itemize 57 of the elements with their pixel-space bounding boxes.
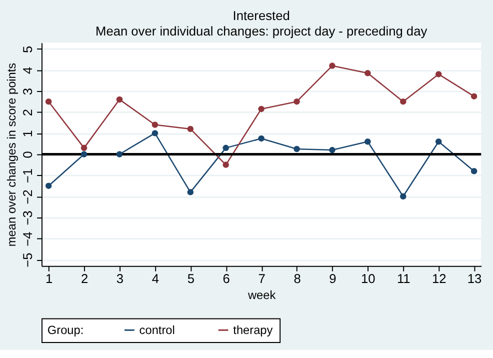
y-tick-label: −4 (20, 232, 36, 246)
y-tick-label: 5 (20, 46, 36, 53)
x-tick-label: 7 (258, 271, 266, 286)
legend-label: therapy (233, 323, 273, 338)
point (152, 130, 158, 136)
x-tick-label: 11 (396, 271, 410, 286)
point (45, 182, 52, 189)
x-tick-label: 5 (187, 271, 194, 286)
point (435, 71, 442, 78)
point (435, 138, 442, 145)
x-tick-label: 12 (432, 271, 446, 286)
x-axis-title: week (246, 288, 276, 302)
point (400, 193, 406, 200)
x-tick-label: 6 (222, 271, 230, 286)
point (116, 96, 123, 103)
x-tick-label: 3 (116, 271, 124, 286)
point (80, 144, 88, 152)
point (258, 106, 264, 112)
x-tick-label: 10 (361, 271, 376, 286)
x-tick-label: 4 (152, 271, 160, 286)
y-tick-label: −3 (20, 210, 36, 226)
y-tick-label: 4 (20, 66, 36, 74)
point (329, 146, 336, 154)
point (222, 162, 229, 168)
y-tick-label: −5 (20, 252, 36, 268)
x-tick-label: 2 (80, 271, 88, 286)
y-tick-label: 2 (20, 109, 36, 116)
point (400, 98, 406, 105)
point (470, 93, 478, 100)
x-tick-label: 13 (467, 271, 482, 286)
legend-label: control (139, 323, 175, 338)
point (258, 135, 264, 142)
point (364, 70, 371, 76)
legend-title: Group: (47, 323, 84, 338)
x-tick-label: 1 (46, 271, 53, 286)
y-axis-title: mean over changes in score points (4, 62, 18, 247)
chart-title: Interested (232, 8, 290, 23)
point (294, 98, 300, 105)
point (294, 146, 300, 152)
x-tick-label: 8 (294, 271, 301, 286)
chart-subtitle: Mean over individual changes: project day - preceding day (96, 24, 428, 39)
y-tick-label: 3 (20, 88, 36, 96)
point (222, 144, 229, 152)
y-tick-label: 1 (20, 130, 36, 138)
point (187, 126, 194, 132)
point (364, 138, 371, 145)
y-tick-label: 0 (20, 151, 36, 158)
point (470, 168, 478, 174)
y-tick-label: −1 (20, 168, 36, 184)
x-tick-label: 9 (329, 271, 336, 286)
point (187, 189, 194, 196)
point (116, 151, 123, 158)
point (45, 98, 52, 105)
point (152, 122, 158, 128)
point (329, 62, 336, 69)
y-tick-label: −2 (20, 190, 36, 204)
point (80, 151, 88, 158)
